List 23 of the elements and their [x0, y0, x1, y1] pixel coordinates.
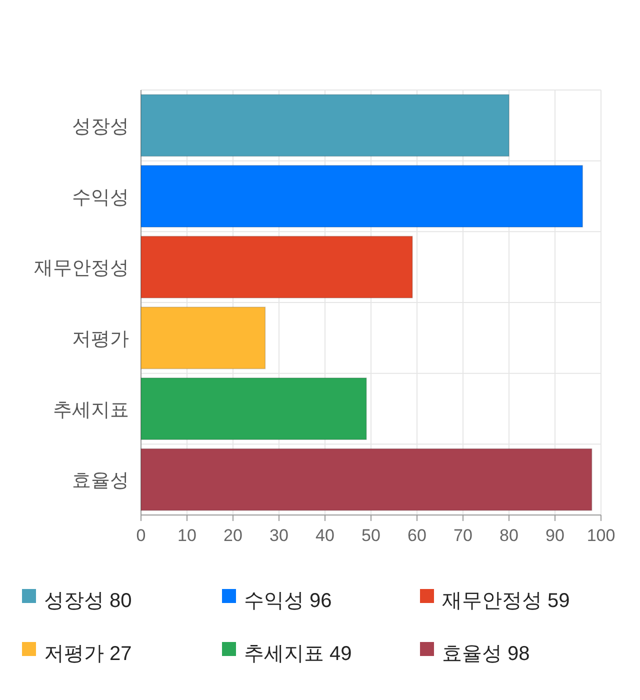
x-tick-label: 60 [408, 526, 426, 545]
x-tick-label: 90 [546, 526, 564, 545]
x-tick-label: 100 [586, 526, 616, 545]
legend-label: 재무안정성 59 [442, 590, 570, 612]
x-tick-label: 80 [500, 526, 518, 545]
legend-label: 추세지표 49 [244, 643, 352, 665]
x-tick-label: 30 [270, 526, 288, 545]
x-tick-label: 10 [178, 526, 196, 545]
legend-label: 성장성 80 [44, 590, 132, 612]
y-tick-label: 저평가 [72, 328, 129, 350]
y-tick-label: 추세지표 [53, 400, 129, 421]
legend-label: 수익성 96 [244, 590, 332, 612]
legend-label: 효율성 98 [442, 643, 530, 665]
x-tick-label: 0 [136, 526, 146, 545]
y-tick-label: 효율성 [72, 470, 129, 492]
x-tick-label: 20 [224, 526, 242, 545]
y-tick-label: 재무안정성 [34, 258, 129, 280]
y-tick-label: 성장성 [72, 116, 129, 138]
x-tick-label: 40 [316, 526, 334, 545]
x-tick-label: 50 [362, 526, 380, 545]
y-tick-label: 수익성 [72, 187, 129, 208]
x-tick-label: 70 [454, 526, 472, 545]
legend-label: 저평가 27 [44, 643, 132, 665]
